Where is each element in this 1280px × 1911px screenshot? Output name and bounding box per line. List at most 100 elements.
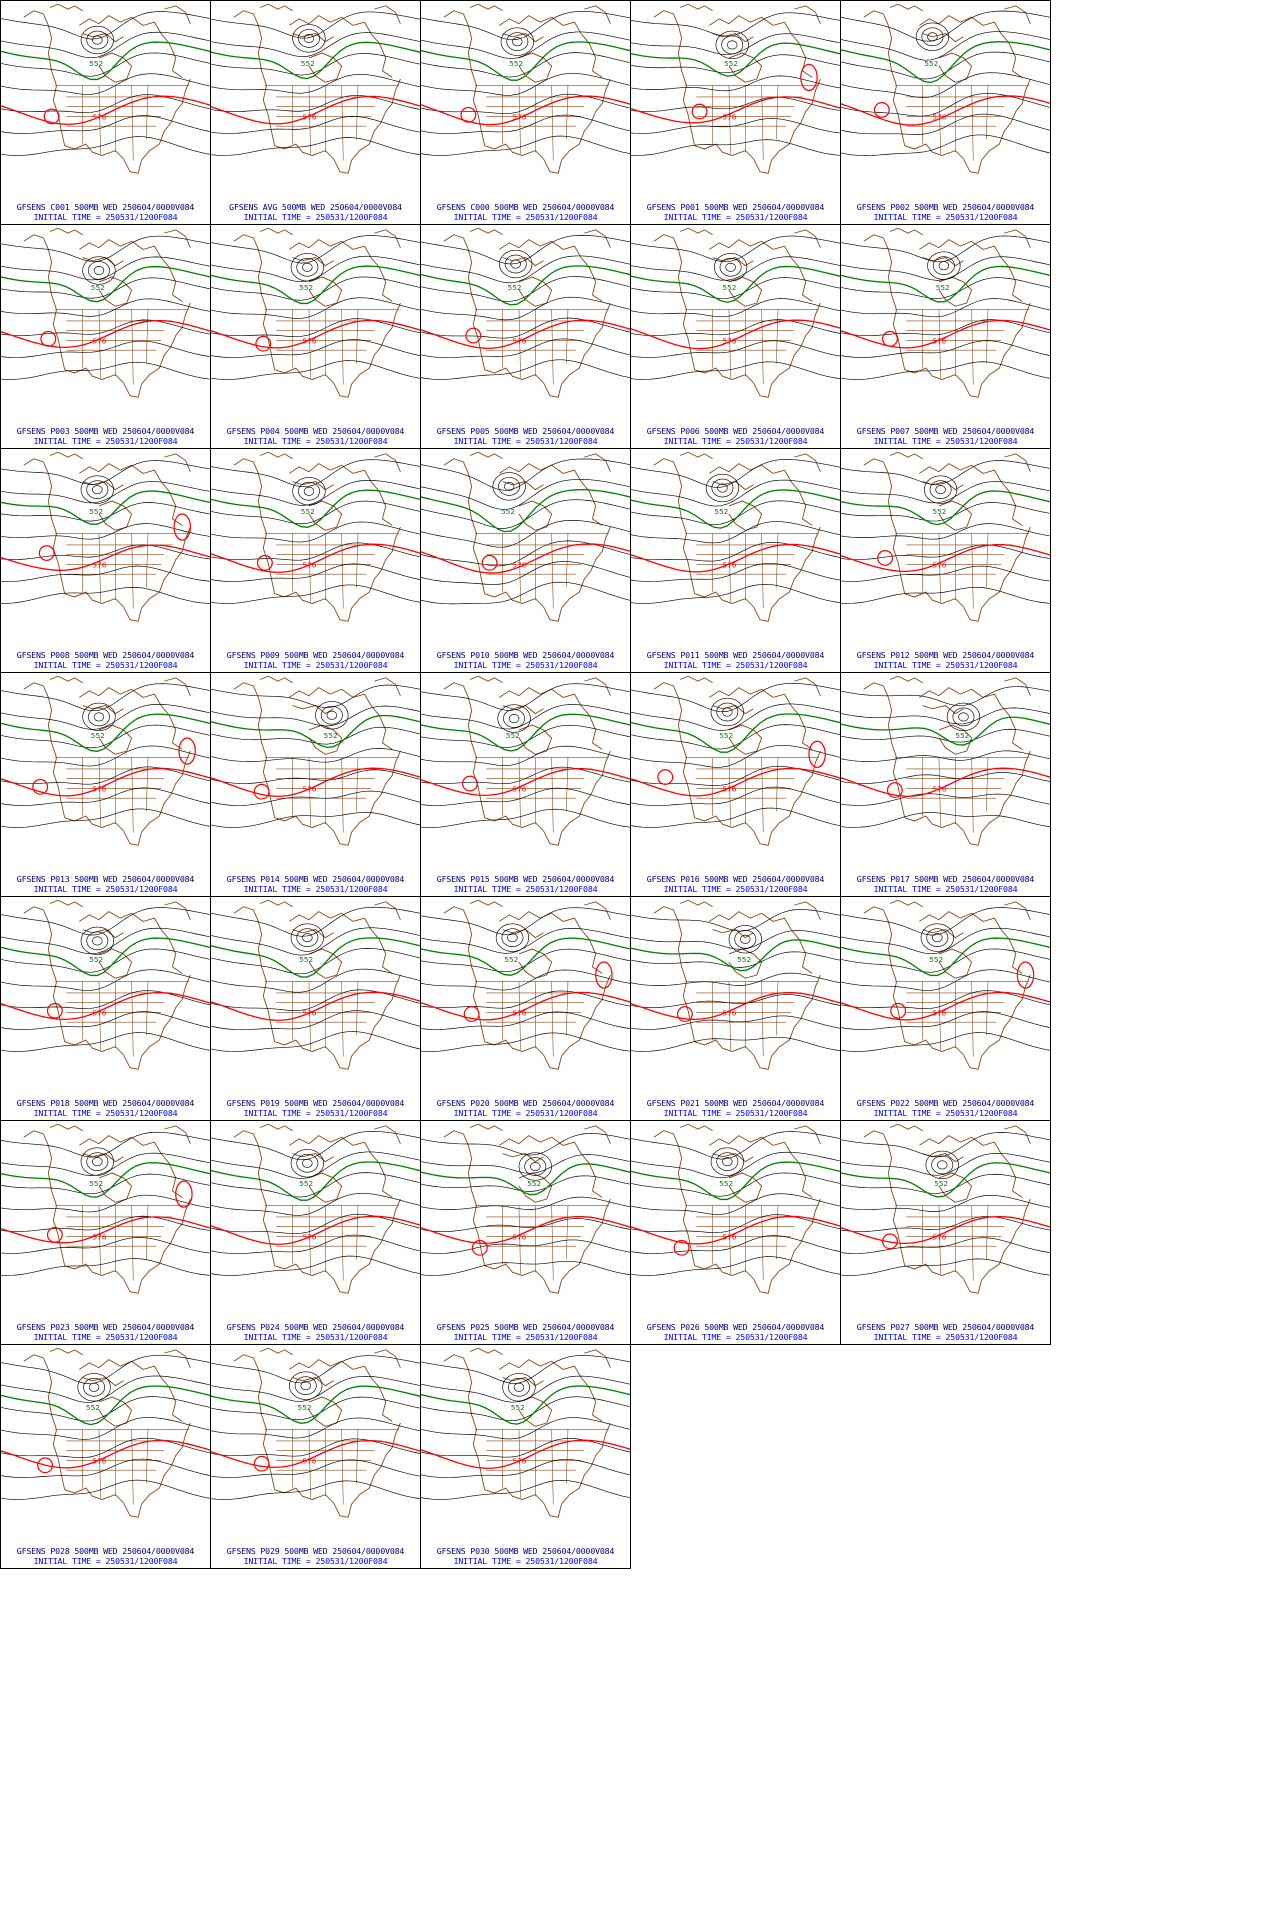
- cutoff-low: [882, 330, 898, 347]
- height-contour-map: 552 576: [841, 675, 1050, 846]
- contour-label-552: 552: [324, 731, 338, 740]
- height-contour-map: 552 576: [421, 675, 630, 846]
- contour-552: [1, 937, 210, 977]
- state-border-layer: [684, 757, 819, 833]
- coastline-layer: [863, 451, 1031, 622]
- state-border-layer: [54, 85, 189, 161]
- contour-576: [1, 544, 210, 571]
- contour-552: [1, 1162, 210, 1198]
- height-contours: [211, 684, 420, 828]
- panel-caption: GFSENS P029 500MB WED 250604/0000V084: [226, 1546, 405, 1556]
- height-contour-map: 552 576: [211, 1123, 420, 1294]
- contour-label-552: 552: [506, 731, 520, 740]
- height-contour-map: 552 576: [841, 1123, 1050, 1294]
- coastline-layer: [233, 899, 401, 1070]
- coastline-layer: [653, 3, 821, 174]
- state-border-layer: [54, 981, 189, 1057]
- cutoff-low: [255, 335, 272, 352]
- panel-caption: GFSENS P013 500MB WED 250604/0000V084: [16, 874, 195, 884]
- initial-time-caption: INITIAL TIME = 250531/1200F084: [33, 1332, 178, 1342]
- state-border-layer: [684, 1205, 819, 1281]
- contour-label-576: 576: [932, 561, 946, 570]
- height-contours: [211, 1355, 420, 1500]
- panel-caption: GFSENS P027 500MB WED 250604/0000V084: [856, 1322, 1035, 1332]
- cutoff-low: [657, 769, 674, 785]
- contour-576: [1, 767, 210, 797]
- contour-576: [211, 767, 420, 797]
- initial-time-caption: INITIAL TIME = 250531/1200F084: [33, 1108, 178, 1118]
- contour-label-576: 576: [92, 561, 106, 570]
- ensemble-member-panel: 552 576 GFSENS P017 500MB WED 250604/0000V…: [840, 672, 1051, 897]
- initial-time-caption: INITIAL TIME = 250531/1200F084: [453, 884, 598, 894]
- contour-label-576: 576: [92, 337, 106, 346]
- contour-552: [631, 939, 840, 972]
- state-border-layer: [264, 757, 399, 833]
- cutoff-low: [40, 330, 57, 347]
- panel-caption: GFSENS P002 500MB WED 250604/0000V084: [856, 202, 1035, 212]
- height-contour-map: 552 576: [1, 1347, 210, 1518]
- initial-time-caption: INITIAL TIME = 250531/1200F084: [873, 212, 1018, 222]
- coastline-layer: [863, 675, 1031, 846]
- contour-552: [421, 937, 630, 976]
- initial-time-caption: INITIAL TIME = 250531/1200F084: [453, 660, 598, 670]
- panel-caption: GFSENS P028 500MB WED 250604/0000V084: [16, 1546, 195, 1556]
- height-contours: [841, 235, 1050, 380]
- height-contours: [841, 10, 1050, 156]
- initial-time-caption: INITIAL TIME = 250531/1200F084: [243, 660, 388, 670]
- initial-time-caption: INITIAL TIME = 250531/1200F084: [33, 884, 178, 894]
- panel-caption: GFSENS P021 500MB WED 250604/0000V084: [646, 1098, 825, 1108]
- contour-label-576: 576: [932, 1009, 946, 1018]
- panel-caption: GFSENS P014 500MB WED 250604/0000V084: [226, 874, 405, 884]
- height-contour-map: 552 576: [421, 451, 630, 622]
- height-contour-map: 552 576: [631, 3, 840, 174]
- contour-label-552: 552: [924, 59, 938, 68]
- contour-label-576: 576: [722, 1009, 736, 1018]
- initial-time-caption: INITIAL TIME = 250531/1200F084: [873, 884, 1018, 894]
- initial-time-caption: INITIAL TIME = 250531/1200F084: [873, 660, 1018, 670]
- height-contour-map: 552 576: [211, 3, 420, 174]
- coastline-layer: [233, 451, 401, 622]
- initial-time-caption: INITIAL TIME = 250531/1200F084: [33, 660, 178, 670]
- panel-caption: GFSENS P004 500MB WED 250604/0000V084: [226, 426, 405, 436]
- contour-576: [631, 543, 840, 573]
- cutoff-low: [463, 1006, 480, 1022]
- ensemble-member-panel: 552 576 GFSENS P005 500MB WED 250604/0000V…: [420, 224, 631, 449]
- coastline-layer: [443, 1347, 611, 1518]
- contour-label-552: 552: [737, 955, 751, 964]
- cutoff-low: [37, 1457, 54, 1474]
- ensemble-member-panel: 552 576 GFSENS P011 500MB WED 250604/0000V…: [630, 448, 841, 673]
- coastline-layer: [863, 227, 1031, 398]
- initial-time-caption: INITIAL TIME = 250531/1200F084: [873, 1108, 1018, 1118]
- coastline-layer: [863, 899, 1031, 1070]
- contour-label-552: 552: [511, 1403, 525, 1412]
- ensemble-member-panel: 552 576 GFSENS P027 500MB WED 250604/0000V…: [840, 1120, 1051, 1345]
- ensemble-member-panel: 552 576 GFSENS AVG 500MB WED 250604/0000V0…: [210, 0, 421, 225]
- contour-552: [421, 265, 630, 306]
- cutoff-low: [886, 782, 903, 798]
- cutoff-low: [877, 550, 894, 566]
- contour-label-576: 576: [302, 561, 316, 570]
- cutoff-low: [481, 554, 498, 571]
- panel-caption: GFSENS P025 500MB WED 250604/0000V084: [436, 1322, 615, 1332]
- contour-label-552: 552: [501, 507, 515, 516]
- contour-label-576: 576: [512, 1457, 526, 1466]
- ensemble-member-panel: 552 576 GFSENS P029 500MB WED 250604/0000V…: [210, 1344, 421, 1569]
- state-border-layer: [894, 533, 1029, 609]
- height-contours: [1, 235, 210, 380]
- height-contour-map: 552 576: [631, 227, 840, 398]
- coastline-layer: [23, 451, 191, 622]
- contour-552: [421, 1385, 630, 1425]
- contour-552: [1, 490, 210, 525]
- contour-576: [631, 96, 840, 124]
- height-contour-map: 552 576: [631, 451, 840, 622]
- contour-552: [631, 1161, 840, 1201]
- contour-576: [841, 991, 1050, 1021]
- height-contour-map: 552 576: [841, 899, 1050, 1070]
- height-contours: [211, 459, 420, 604]
- contour-label-552: 552: [89, 507, 103, 516]
- contour-576: [211, 319, 420, 349]
- height-contour-map: 552 576: [421, 1123, 630, 1294]
- contour-576: [211, 95, 420, 125]
- coastline-layer: [233, 3, 401, 174]
- contour-label-552: 552: [932, 507, 946, 516]
